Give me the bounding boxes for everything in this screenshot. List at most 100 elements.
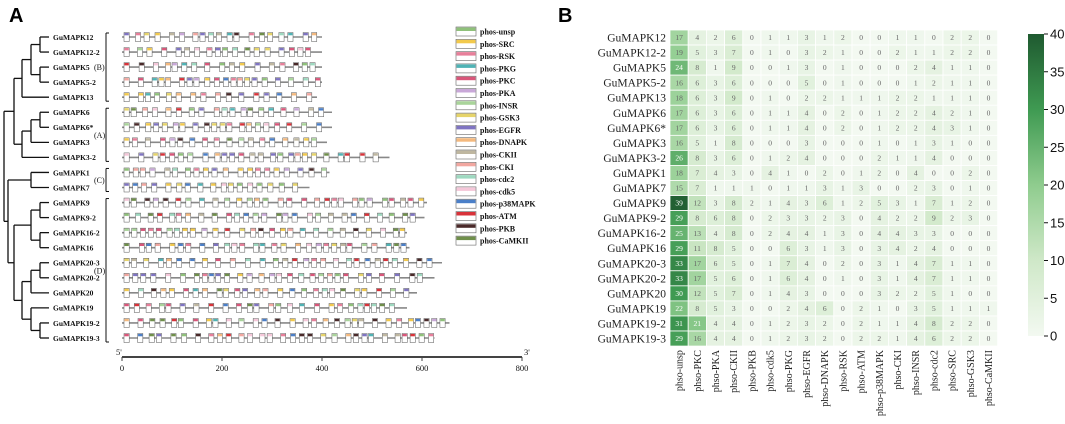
motif-box (192, 318, 199, 328)
motif-box (206, 318, 212, 328)
motif-site (394, 273, 400, 283)
motif-box (145, 242, 152, 253)
motif-site (169, 212, 176, 223)
heatmap-cell-value: 1 (950, 93, 954, 102)
motif-site (188, 107, 195, 117)
motif-color-band (260, 138, 265, 141)
motif-box (286, 122, 293, 133)
motif-color-band (303, 78, 308, 81)
motif-box (185, 242, 192, 253)
motif-box (290, 333, 296, 343)
motif-site (123, 288, 130, 298)
motif-box (123, 92, 130, 102)
motif-site (305, 47, 311, 57)
heatmap-cell-value: 4 (805, 304, 809, 313)
motif-site (407, 197, 414, 208)
motif-box (372, 318, 378, 328)
motif-box (402, 212, 409, 223)
motif-box (220, 182, 227, 193)
motif-site (159, 318, 166, 328)
motif-site (223, 288, 229, 298)
motif-color-band (330, 288, 335, 292)
motif-site (416, 273, 423, 283)
motif-box (172, 122, 179, 133)
motif-color-band (162, 123, 167, 126)
heatmap-cell-value: 0 (859, 259, 863, 268)
heatmap-cell-value: 2 (841, 259, 845, 268)
heatmap-cell-value: 1 (823, 33, 827, 42)
heatmap-cell-value: 39 (675, 199, 683, 208)
motif-color-band (382, 198, 388, 201)
motif-box (153, 122, 159, 133)
motif-site (254, 197, 260, 208)
motif-site (140, 227, 146, 238)
motif-color-band (165, 78, 171, 81)
motif-color-band (301, 288, 307, 292)
motif-box (202, 288, 208, 298)
heatmap-column-label: phso-cdc2 (929, 350, 940, 391)
motif-box (289, 47, 295, 57)
motif-color-band (260, 333, 265, 337)
motif-site (123, 303, 130, 313)
motif-color-band (313, 228, 319, 231)
motif-color-band (247, 198, 252, 201)
heatmap-cell-value: 7 (732, 289, 736, 298)
motif-site (227, 182, 234, 193)
motif-site (274, 122, 281, 133)
motif-box (164, 167, 171, 178)
motif-site (123, 92, 130, 102)
motif-site (361, 288, 368, 298)
motif-box (361, 333, 368, 343)
motif-color-band (375, 258, 380, 262)
heatmap-cell-value: 7 (732, 48, 736, 57)
motif-color-band (379, 303, 385, 307)
motif-site (308, 167, 315, 178)
motif-box (208, 303, 215, 313)
motif-box (308, 107, 314, 117)
motif-site (372, 318, 378, 328)
motif-color-band (247, 333, 253, 337)
motif-color-band (254, 303, 259, 307)
motif-color-band (155, 32, 160, 36)
motif-site (175, 212, 182, 223)
heatmap-cell-value: 0 (896, 169, 900, 178)
heatmap-row-label: GuMAPK5 (613, 63, 666, 75)
motif-site (137, 333, 144, 343)
heatmap-cell-value: 2 (896, 93, 900, 102)
heatmap-cell-value: 0 (896, 63, 900, 72)
motif-color-band (166, 183, 171, 186)
motif-box (123, 288, 130, 298)
motif-color-band (283, 138, 288, 141)
motif-box (123, 167, 130, 178)
motif-color-band (124, 228, 129, 231)
motif-box (266, 333, 273, 343)
heatmap-row-label: GuMAPK20-2 (598, 273, 667, 285)
motif-site (306, 242, 312, 253)
motif-site (198, 107, 205, 117)
motif-color-band (194, 78, 199, 81)
motif-site (268, 107, 274, 117)
heatmap-cell-value: 18 (675, 169, 683, 178)
legend-item: phos-CKI (455, 162, 514, 172)
motif-site (254, 62, 261, 72)
heatmap-cell-value: 4 (914, 169, 918, 178)
motif-site (267, 32, 273, 42)
motif-site (123, 77, 130, 87)
heatmap-cell-value: 16 (694, 334, 702, 343)
motif-color-band (245, 47, 250, 51)
heatmap-cell-value: 0 (987, 78, 991, 87)
motif-site (143, 258, 150, 268)
motif-color-band (137, 47, 143, 51)
motif-box (279, 227, 286, 238)
motif-box (311, 137, 317, 148)
heatmap-cell-value: 4 (805, 274, 809, 283)
motif-box (267, 32, 273, 42)
motif-site (215, 273, 221, 283)
motif-site (165, 273, 172, 283)
heatmap-cell-value: 2 (823, 319, 827, 328)
motif-color-band (220, 123, 225, 126)
motif-box (372, 152, 379, 163)
motif-color-band (265, 47, 270, 51)
motif-color-band (291, 93, 297, 96)
heatmap-row-label: GuMAPK13 (607, 93, 666, 105)
